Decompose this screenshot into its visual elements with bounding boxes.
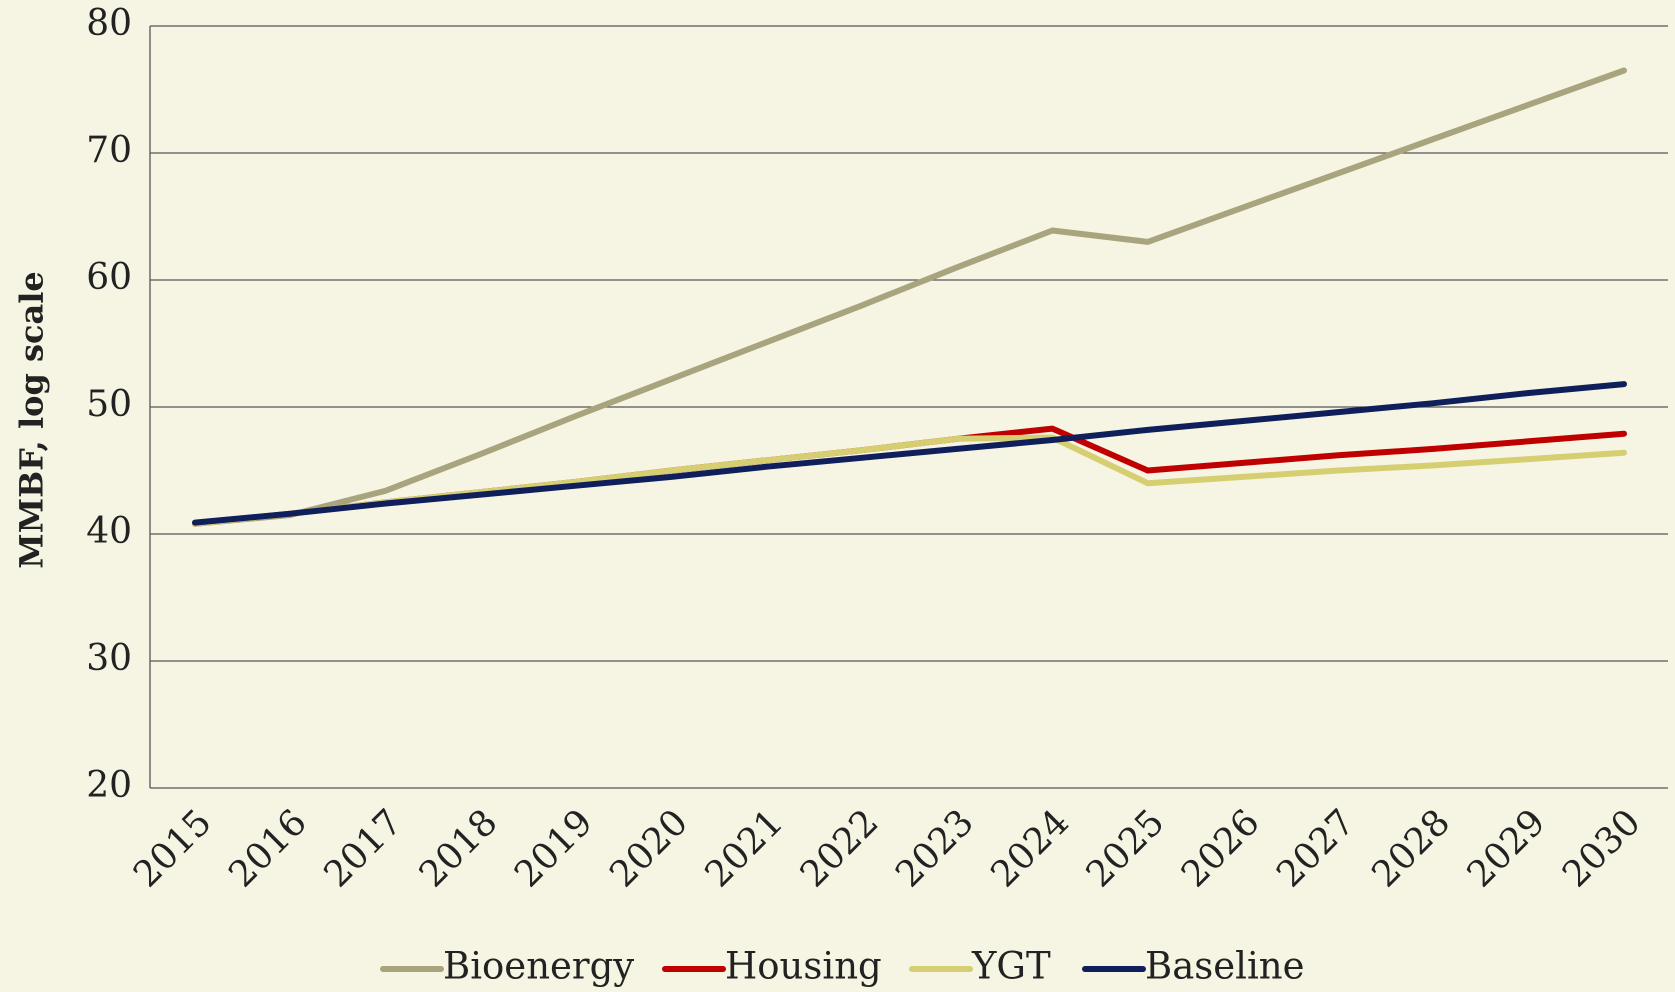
- y-axis-label: MMBF, log scale: [13, 271, 51, 568]
- x-tick-label: 2023: [888, 802, 982, 896]
- y-tick-label: 50: [86, 384, 132, 425]
- x-tick-label: 2015: [126, 802, 220, 896]
- legend-label: Bioenergy: [443, 945, 634, 988]
- x-tick-label: 2028: [1364, 802, 1458, 896]
- x-tick-label: 2027: [1269, 802, 1363, 896]
- x-tick-label: 2030: [1555, 802, 1649, 896]
- y-tick-label: 80: [86, 3, 132, 44]
- legend-label: YGT: [971, 945, 1051, 988]
- y-tick-label: 30: [86, 638, 132, 679]
- x-tick-label: 2017: [316, 802, 410, 896]
- x-tick-label: 2025: [1079, 802, 1173, 896]
- x-tick-label: 2019: [507, 802, 601, 896]
- x-tick-label: 2029: [1460, 802, 1554, 896]
- y-tick-label: 60: [86, 257, 132, 298]
- x-tick-label: 2021: [698, 802, 792, 896]
- x-tick-label: 2024: [983, 802, 1077, 896]
- y-tick-label: 70: [86, 130, 132, 171]
- y-tick-label: 20: [86, 765, 132, 806]
- legend-label: Baseline: [1145, 945, 1305, 988]
- y-tick-label: 40: [86, 511, 132, 552]
- x-tick-label: 2026: [1174, 802, 1268, 896]
- x-tick-label: 2018: [412, 802, 506, 896]
- x-tick-label: 2020: [602, 802, 696, 896]
- legend-label: Housing: [725, 945, 882, 988]
- series-line: [192, 381, 1627, 526]
- x-tick-label: 2022: [793, 802, 887, 896]
- series-line: [192, 67, 1627, 527]
- x-tick-label: 2016: [221, 802, 315, 896]
